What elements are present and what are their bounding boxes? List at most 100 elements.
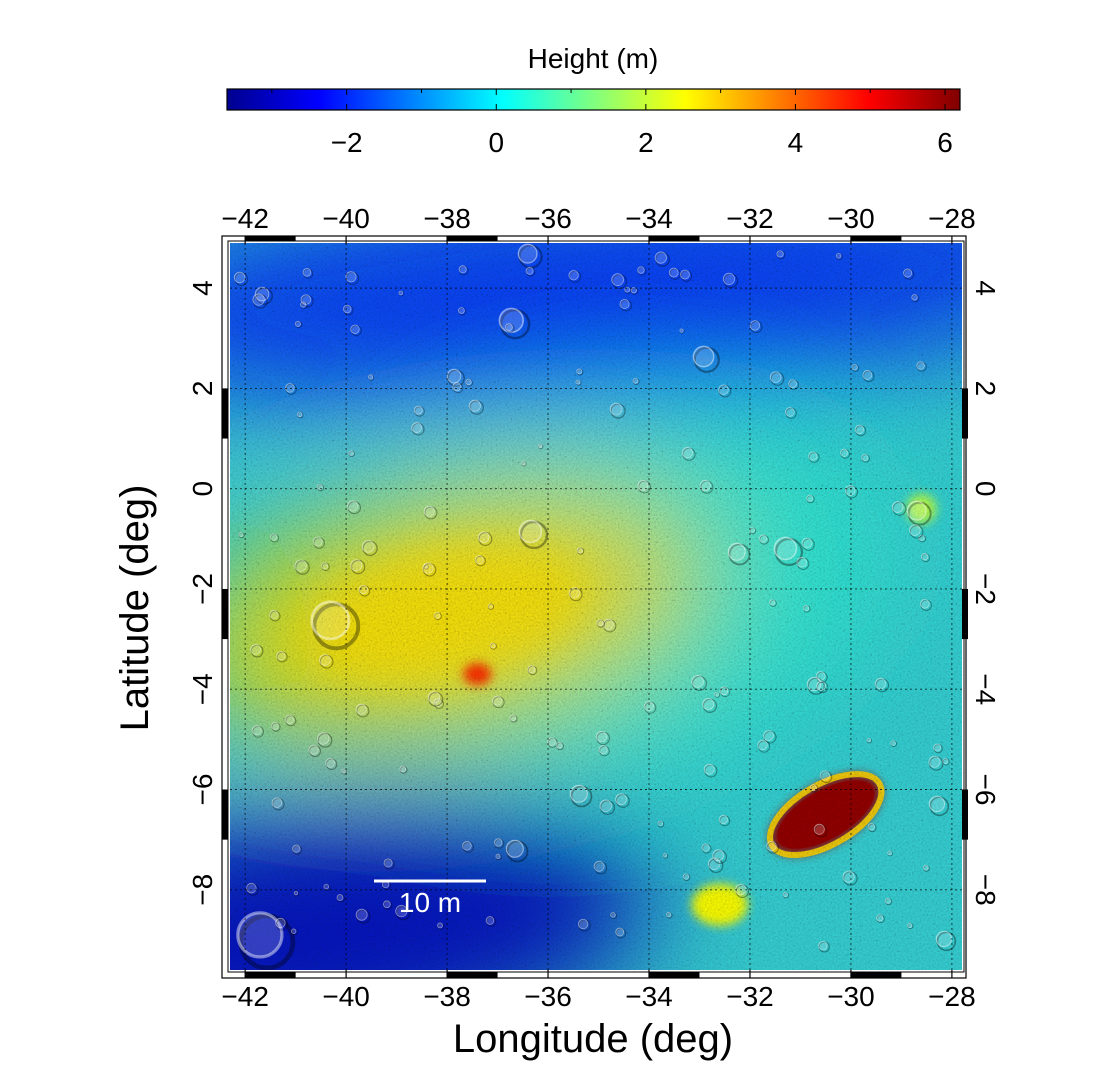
x-tick-label-bottom: −30: [827, 981, 875, 1012]
crater-rim: [619, 298, 630, 310]
crater: [399, 765, 408, 774]
crater-rim: [916, 361, 925, 370]
crater: [293, 891, 300, 897]
crater: [395, 905, 411, 921]
crater: [701, 843, 712, 854]
crater: [759, 534, 770, 545]
crater: [806, 495, 815, 504]
y-tick-label-left: −2: [187, 573, 218, 605]
colorbar-tick-label: 2: [638, 127, 654, 158]
crater-rim: [719, 686, 729, 696]
crater: [350, 325, 362, 337]
crater-rim: [238, 532, 244, 538]
crater-rim: [422, 562, 434, 574]
crater-rim: [907, 922, 913, 928]
x-tick-label-bottom: −40: [322, 981, 370, 1012]
crater: [303, 268, 314, 279]
crater-rim: [773, 536, 798, 561]
colorbar: Height (m) −2 0 2 4 6: [226, 43, 961, 158]
crater: [769, 599, 777, 607]
crater: [735, 884, 750, 898]
x-axis-label: Longitude (deg): [453, 1017, 733, 1061]
x-tick-label-bottom: −36: [524, 981, 572, 1012]
crater: [313, 537, 325, 549]
crater: [569, 270, 582, 283]
frame-tick-bar: [447, 972, 498, 978]
crater-rim: [722, 272, 736, 286]
crater-rim: [254, 286, 270, 302]
crater-rim: [576, 547, 583, 554]
crater: [907, 501, 932, 526]
crater-rim: [342, 304, 352, 314]
crater: [250, 644, 264, 658]
y-axis-label: Latitude (deg): [113, 485, 157, 732]
crater-rim: [537, 443, 543, 449]
crater: [662, 853, 669, 859]
crater: [325, 758, 338, 770]
crater: [336, 894, 345, 903]
x-tick-label-bottom: −42: [221, 981, 269, 1012]
frame-tick-bar: [962, 789, 968, 840]
crater-rim: [922, 864, 929, 871]
crater-rim: [350, 559, 363, 572]
crater-rim: [788, 379, 798, 389]
crater-rim: [782, 892, 788, 898]
crater: [317, 484, 325, 492]
crater: [297, 412, 304, 419]
crater-rim: [595, 730, 608, 743]
crater-rim: [246, 882, 257, 894]
crater-rim: [876, 914, 884, 922]
crater: [510, 715, 518, 723]
crater: [903, 269, 915, 280]
crater-rim: [465, 378, 472, 386]
y-tick-label-right: −8: [970, 874, 1001, 906]
crater-rim: [681, 447, 693, 459]
crater: [700, 480, 714, 494]
crater-rim: [598, 745, 608, 755]
crater-rim: [275, 917, 286, 929]
crater: [776, 250, 786, 260]
crater: [272, 798, 285, 811]
crater: [728, 543, 751, 566]
crater: [411, 422, 425, 436]
crater-rim: [347, 500, 359, 512]
crater-rim: [861, 453, 869, 462]
crater-rim: [903, 268, 913, 278]
crater: [611, 273, 628, 290]
colorbar-tick-label: −2: [331, 127, 363, 158]
crater-rim: [290, 928, 297, 934]
crater: [624, 287, 632, 294]
crater-rim: [433, 612, 441, 619]
crater-rim: [300, 301, 307, 308]
crater: [638, 480, 651, 494]
crater: [428, 691, 444, 707]
crater-rim: [569, 784, 588, 803]
crater-rim: [815, 671, 826, 681]
y-tick-label-left: 0: [187, 481, 218, 497]
crater: [876, 914, 885, 924]
crater: [807, 677, 825, 695]
crater-rim: [509, 714, 517, 722]
y-tick-label-right: 2: [970, 381, 1001, 397]
crater-rim: [749, 527, 755, 533]
crater-rim: [323, 883, 330, 890]
crater: [890, 740, 898, 748]
crater: [478, 532, 493, 546]
crater: [359, 585, 371, 597]
crater: [836, 253, 843, 260]
y-tick-label-right: 0: [970, 481, 1001, 497]
crater: [866, 738, 873, 744]
crater: [521, 461, 527, 467]
crater-rim: [602, 618, 614, 630]
crater-rim: [692, 345, 715, 368]
crater: [422, 563, 437, 577]
crater: [347, 500, 361, 515]
crater-rim: [632, 378, 639, 384]
crater-rim: [251, 725, 262, 736]
crater: [577, 547, 585, 555]
crater-rim: [411, 422, 423, 433]
crater: [757, 740, 771, 753]
crater-rim: [630, 287, 637, 294]
crater-rim: [269, 610, 279, 620]
